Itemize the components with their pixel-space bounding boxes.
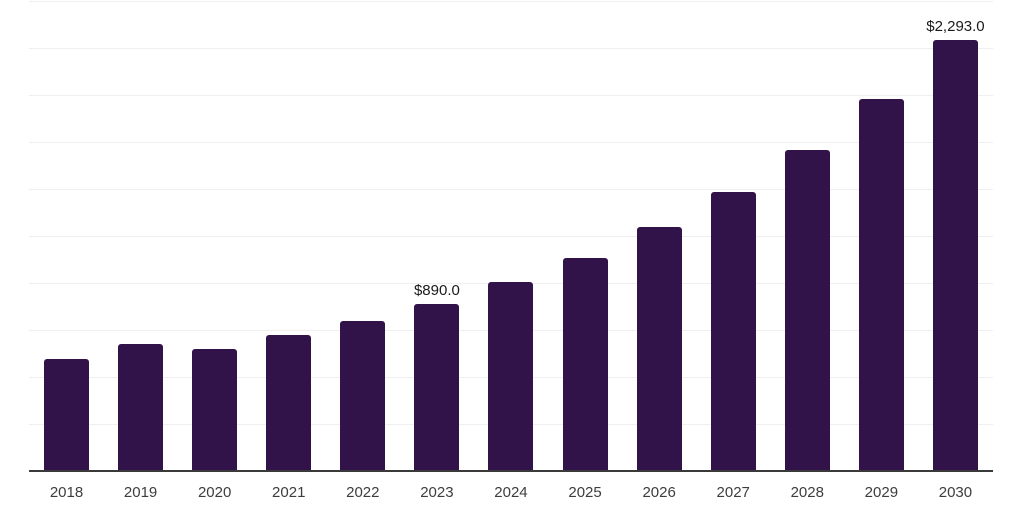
x-axis-line: [29, 470, 993, 472]
bar-slot-2027: [710, 1, 756, 471]
bar-slot-2020: [192, 1, 238, 471]
gridline: [29, 189, 993, 190]
x-axis-labels: 2018 2019 2020 2021 2022 2023 2024 2025 2026 2027…: [29, 483, 993, 503]
x-tick-label-2024: 2024: [494, 484, 528, 501]
bar-slot-2022: [340, 1, 386, 471]
bar-slot-2025: [562, 1, 608, 471]
bar-value-label-2030: $2,293.0: [926, 17, 985, 35]
bar-2027: [710, 192, 756, 471]
bar-slot-2018: [44, 1, 89, 471]
bar-2025: [562, 257, 608, 471]
x-tick-label-2026: 2026: [642, 484, 676, 501]
bar-slot-2030: $2,293.0: [926, 1, 985, 471]
bar-2020: [192, 349, 238, 471]
x-tick-label-2021: 2021: [272, 484, 306, 501]
bar-2022: [340, 321, 386, 471]
x-tick-label-2023: 2023: [420, 484, 454, 501]
bar-2023: [414, 303, 460, 471]
plot-area: $890.0 $2,293.0: [29, 1, 993, 472]
bar-2028: [784, 149, 830, 471]
bar-2024: [488, 282, 534, 471]
bar-value-label-2023: $890.0: [413, 281, 460, 299]
gridline: [29, 236, 993, 237]
gridline: [29, 95, 993, 96]
bar-2026: [636, 226, 682, 471]
x-tick-label-2020: 2020: [197, 484, 232, 501]
gridline: [29, 1, 993, 2]
x-tick-label-2019: 2019: [123, 484, 158, 501]
bars-row: $890.0 $2,293.0: [29, 1, 993, 471]
x-tick-label-2022: 2022: [346, 484, 380, 501]
bar-2018: [44, 359, 89, 471]
bar-2021: [266, 334, 312, 471]
bar-2029: [858, 99, 904, 471]
x-tick-label-2028: 2028: [790, 484, 824, 501]
gridline: [29, 142, 993, 143]
bar-slot-2028: [784, 1, 830, 471]
x-tick-label-2025: 2025: [568, 484, 602, 501]
x-tick-label-2029: 2029: [864, 484, 899, 501]
bar-slot-2029: [858, 1, 904, 471]
x-tick-label-2030: 2030: [938, 484, 973, 501]
x-tick-label-2027: 2027: [716, 484, 750, 501]
bar-slot-2024: [488, 1, 534, 471]
bar-slot-2021: [266, 1, 312, 471]
gridline: [29, 48, 993, 49]
bar-slot-2026: [636, 1, 682, 471]
bar-2030: [932, 39, 978, 471]
x-tick-label-2018: 2018: [49, 484, 84, 501]
bar-slot-2023: $890.0: [413, 1, 460, 471]
bar-slot-2019: [118, 1, 164, 471]
bar-2019: [118, 343, 164, 471]
